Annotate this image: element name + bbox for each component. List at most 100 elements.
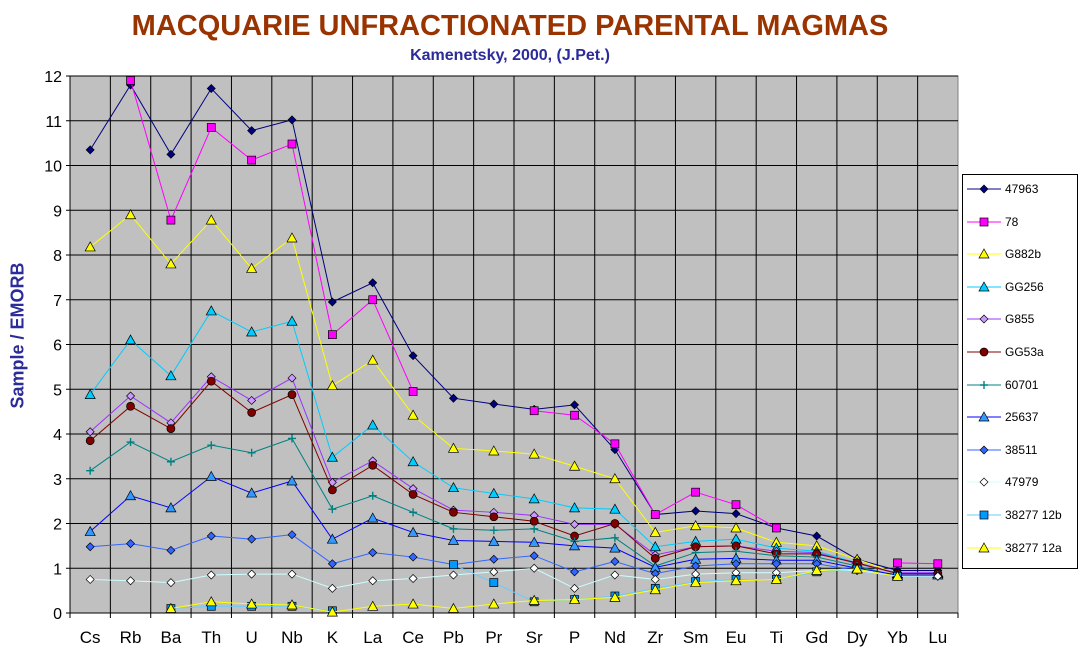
legend-marker [978,411,990,422]
legend-swatch [967,248,1001,259]
legend-marker [978,541,990,552]
data-point [205,214,217,225]
legend-swatch [967,314,1001,324]
data-point [247,534,257,544]
data-point [286,232,298,243]
x-tick-label: Ba [161,628,182,647]
data-point [124,209,137,220]
data-point [367,512,379,523]
data-point [529,406,539,416]
legend-label: 78 [1005,214,1019,229]
data-point [326,533,338,544]
data-point [609,542,621,553]
data-point [570,410,579,420]
data-point [449,507,458,517]
x-tick-label: La [363,628,382,647]
data-point [691,506,701,516]
data-point [84,388,96,399]
chart-subtitle: Kamenetsky, 2000, (J.Pet.) [410,47,610,64]
y-tick-label: 5 [53,382,62,399]
y-tick-label: 0 [53,606,62,623]
data-point [690,520,702,531]
data-point [488,598,500,609]
data-point [609,473,621,484]
data-point [368,491,377,500]
data-point [609,591,621,602]
data-point [408,490,418,499]
data-point [165,370,177,381]
data-point [488,535,500,546]
data-point [529,551,539,561]
legend-marker [979,217,989,226]
data-point [891,570,904,581]
data-point [165,602,177,613]
legend-swatch [967,510,1001,520]
series-78 [126,76,943,569]
data-point [166,424,176,433]
data-point [246,262,258,273]
legend-swatch [967,380,1001,389]
legend-swatch [967,281,1001,292]
x-tick-label: Pr [485,628,502,647]
legend-marker [978,248,990,259]
data-point [690,576,702,587]
data-point [124,334,137,345]
data-point [166,215,176,225]
data-point [287,390,297,399]
data-point [367,354,379,365]
series-line [89,310,938,575]
data-point [327,297,337,307]
legend-label: 25637 [1005,410,1039,425]
series-38277-12a [165,563,904,617]
series-line [89,376,938,574]
data-point [286,599,298,610]
y-tick-label: 8 [53,248,62,265]
data-point [408,552,418,562]
legend-swatch [967,541,1001,552]
data-point [731,509,741,519]
series-line [90,534,938,577]
data-point [85,542,95,552]
data-point [408,574,418,584]
legend-marker [979,510,989,520]
x-tick-label: K [327,628,339,647]
x-tick-label: Yb [887,628,908,647]
series-lines [84,76,944,617]
legend-label: GG256 [1005,279,1044,294]
data-point [570,567,580,577]
data-point [447,534,460,545]
data-point [570,519,580,529]
data-point [489,526,498,535]
data-point [247,448,256,457]
data-point [448,570,458,580]
data-point [772,523,781,533]
data-point [650,574,660,584]
series-line [897,562,938,565]
x-tick-label: Rb [120,628,142,647]
y-tick-label: 11 [45,114,62,131]
series-line [130,80,414,392]
data-point [933,559,943,569]
data-point [328,485,337,495]
x-tick-label: Zr [647,628,663,647]
y-tick-label: 3 [53,472,62,489]
data-point [165,502,177,513]
data-point [85,574,95,584]
legend-item: 38511 [963,440,1079,460]
data-point [326,379,338,391]
legend-item: 78 [963,212,1079,232]
legend-swatch [967,411,1001,422]
data-point [489,512,499,522]
data-point [649,526,661,537]
data-point [489,578,499,587]
data-point [326,606,338,617]
legend-item: 47979 [963,472,1079,492]
legend-marker [978,281,990,292]
legend-marker [980,380,988,389]
legend-label: G882b [1005,247,1042,262]
legend-label: 38277 12a [1005,540,1062,555]
series-line [89,214,938,575]
data-point [488,487,500,498]
data-point [247,126,257,136]
data-point [246,326,258,337]
